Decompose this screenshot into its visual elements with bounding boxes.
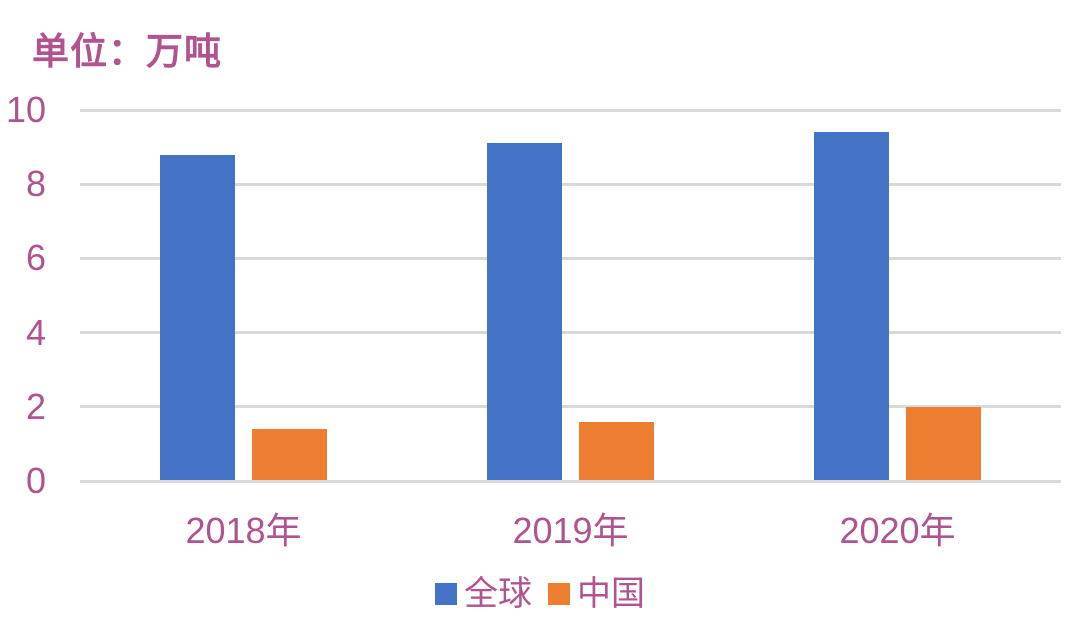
legend-swatch-china-icon [548, 583, 570, 605]
bar-global-2020 [814, 132, 889, 481]
bar-china-2020 [906, 406, 981, 481]
unit-label: 单位：万吨 [32, 31, 222, 72]
gridline-2 [80, 405, 1061, 409]
legend-item-global: 全球 [435, 577, 532, 611]
y-tick-label-10: 10 [5, 89, 46, 130]
gridline-10 [80, 108, 1061, 112]
bar-china-2018 [252, 429, 327, 481]
y-tick-label-0: 0 [25, 460, 46, 501]
gridline-8 [80, 182, 1061, 186]
x-category-label-2019: 2019年 [512, 510, 629, 551]
y-tick-label-6: 6 [25, 237, 46, 279]
legend-label-global: 全球 [464, 575, 532, 613]
bar-global-2018 [160, 154, 235, 481]
bar-global-2019 [487, 143, 562, 481]
gridline-6 [80, 256, 1061, 260]
y-tick-label-8: 8 [25, 163, 46, 205]
y-tick-label-4: 4 [25, 311, 46, 353]
legend-swatch-global-icon [435, 583, 457, 605]
x-category-label-2020: 2020年 [839, 510, 956, 551]
bar-china-2019 [579, 421, 654, 481]
legend-item-china: 中国 [548, 577, 645, 611]
legend: 全球 中国 [0, 577, 1080, 611]
legend-label-china: 中国 [577, 575, 645, 613]
x-axis-baseline [80, 479, 1061, 483]
y-tick-label-2: 2 [25, 385, 46, 427]
gridline-4 [80, 331, 1061, 335]
x-category-label-2018: 2018年 [185, 510, 302, 551]
